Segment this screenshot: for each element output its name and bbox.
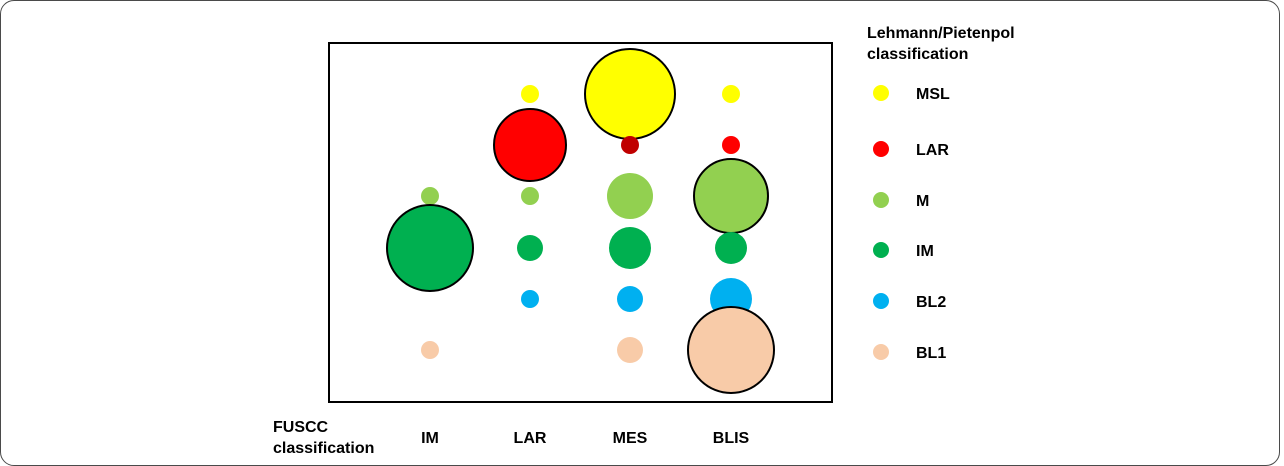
x-axis-label: FUSCC classification	[273, 419, 374, 457]
legend-marker-im	[873, 242, 889, 258]
legend-label-im: IM	[916, 243, 934, 260]
x-axis-label-line1: FUSCC	[273, 419, 329, 436]
plot-area	[328, 42, 833, 403]
bubble-mes-bl1	[617, 337, 643, 363]
legend: Lehmann/Pietenpol classification MSL LAR M IM…	[867, 25, 1015, 362]
x-tick-im: IM	[421, 430, 439, 447]
x-tick-lar: LAR	[514, 430, 547, 447]
bubbles-layer	[386, 48, 775, 394]
bubble-mes-bl2	[617, 286, 643, 312]
bubble-im-im	[386, 204, 474, 292]
bubble-mes-lar	[621, 136, 639, 154]
x-axis-label-line2: classification	[273, 440, 374, 457]
x-tick-blis: BLIS	[713, 430, 750, 447]
legend-label-msl: MSL	[916, 86, 950, 103]
bubble-blis-m	[693, 158, 769, 234]
bubble-im-m	[421, 187, 439, 205]
bubble-lar-bl2	[521, 290, 539, 308]
bubble-mes-m	[607, 173, 653, 219]
legend-label-bl1: BL1	[916, 345, 946, 362]
legend-marker-m	[873, 192, 889, 208]
bubble-blis-im	[715, 232, 747, 264]
legend-title-line2: classification	[867, 46, 968, 63]
bubble-mes-msl	[584, 48, 676, 140]
bubble-mes-im	[609, 227, 651, 269]
bubble-lar-msl	[521, 85, 539, 103]
legend-label-lar: LAR	[916, 142, 949, 159]
legend-marker-bl2	[873, 293, 889, 309]
bubble-blis-bl1	[687, 306, 775, 394]
bubble-lar-m	[521, 187, 539, 205]
bubble-blis-lar	[722, 136, 740, 154]
x-tick-mes: MES	[613, 430, 648, 447]
bubble-blis-msl	[722, 85, 740, 103]
legend-marker-bl1	[873, 344, 889, 360]
bubble-im-bl1	[421, 341, 439, 359]
bubble-lar-lar	[493, 108, 567, 182]
bubble-lar-im	[517, 235, 543, 261]
legend-marker-lar	[873, 141, 889, 157]
legend-marker-msl	[873, 85, 889, 101]
legend-label-m: M	[916, 193, 929, 210]
legend-title-line1: Lehmann/Pietenpol	[867, 25, 1015, 42]
legend-label-bl2: BL2	[916, 294, 946, 311]
x-tick-labels: IM LAR MES BLIS	[421, 430, 749, 447]
